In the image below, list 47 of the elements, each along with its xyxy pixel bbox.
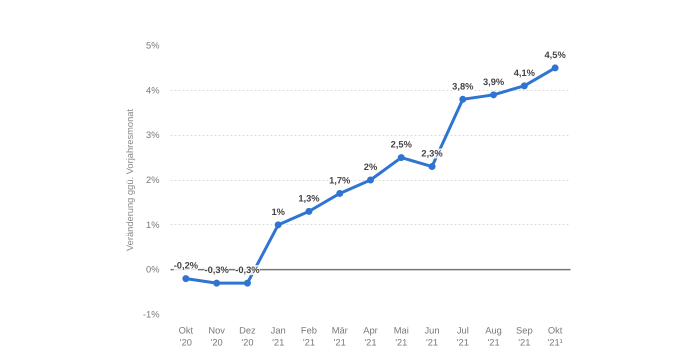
y-tick-label: 0% (146, 264, 160, 275)
data-label: 3,9% (482, 76, 505, 87)
data-label: 2,3% (421, 148, 444, 159)
data-label: 3,8% (452, 81, 474, 92)
x-tick-label: Jan '21 (270, 326, 286, 348)
data-label: -0,2% (174, 260, 199, 271)
point (182, 275, 190, 282)
data-label: 4,5% (544, 50, 566, 60)
point (428, 163, 436, 170)
y-tick-label: 3% (146, 130, 160, 140)
x-tick-label: Mär '21 (332, 326, 348, 348)
x-tick-label: Feb '21 (300, 326, 318, 348)
x-tick-label: Okt '21¹ (547, 326, 563, 348)
point (367, 176, 374, 184)
point (274, 221, 282, 228)
x-tick-label: Apr '21 (363, 326, 378, 348)
x-tick-label: Jun '21 (424, 326, 440, 348)
data-label: 1% (271, 206, 286, 217)
point (305, 208, 312, 215)
data-label: 2,5% (390, 140, 413, 150)
y-tick-label: 5% (146, 40, 160, 50)
y-axis-title: Veränderung ggü. Vorjahresmonat (124, 108, 135, 252)
point (398, 154, 405, 162)
point (336, 190, 344, 197)
y-tick-label: -1% (142, 310, 160, 320)
x-tick-label: Okt '20 (178, 326, 194, 348)
y-tick-label: 4% (146, 85, 160, 96)
point (490, 91, 498, 98)
data-label: 2% (364, 162, 378, 172)
point (244, 280, 251, 287)
point (213, 280, 220, 287)
data-label: 1,3% (298, 193, 320, 204)
x-tick-label: Mai '21 (394, 326, 409, 348)
x-tick-label: Dez '20 (239, 326, 256, 348)
x-tick-label: Aug '21 (485, 326, 502, 348)
x-tick-label: Jul '21 (456, 326, 469, 348)
point (459, 96, 466, 103)
data-label: -0,3% (235, 265, 260, 276)
data-label: 1,7% (329, 175, 352, 186)
data-label: 4,1% (514, 68, 536, 78)
point (552, 64, 559, 72)
point (520, 82, 528, 90)
data-label: -0,3% (204, 265, 230, 276)
y-tick-label: 1% (146, 220, 160, 230)
x-tick-label: Nov '20 (208, 326, 226, 348)
x-tick-label: Sep '21 (516, 326, 533, 348)
y-tick-label: 2% (146, 175, 160, 185)
